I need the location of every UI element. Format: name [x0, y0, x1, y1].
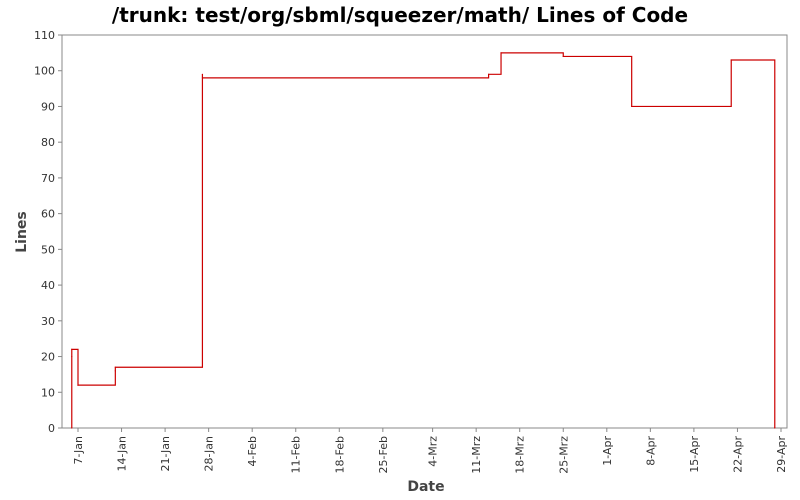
series-layer: [71, 52, 776, 429]
data-point: [201, 77, 204, 79]
data-point: [71, 355, 73, 358]
y-tick-label: 50: [41, 243, 55, 256]
x-tick-label: 18-Mrz: [514, 436, 527, 474]
data-point: [114, 366, 116, 368]
data-point: [114, 370, 116, 372]
x-tick-label: 8-Apr: [644, 436, 657, 466]
y-tick-label: 80: [41, 136, 55, 149]
x-tick-label: 15-Apr: [688, 436, 701, 473]
x-axis: 7-Jan 14-Jan 21-Jan 28-Jan 4-Feb 11-Feb 18-Feb…: [72, 428, 788, 474]
y-tick-label: 0: [48, 422, 55, 435]
x-tick-label: 1-Apr: [601, 436, 614, 466]
x-tick-label: 7-Jan: [72, 436, 85, 465]
x-tick-label: 25-Mrz: [557, 436, 570, 474]
series-line: [71, 52, 776, 428]
data-point: [500, 52, 502, 54]
y-axis: 0 10 20 30 40 50 60 70 80 90 100 110: [34, 29, 62, 435]
y-axis-label: Lines: [14, 211, 30, 253]
data-point: [774, 427, 776, 429]
y-tick-label: 70: [41, 172, 55, 185]
x-axis-label: Date: [407, 479, 444, 495]
data-point: [77, 384, 79, 386]
y-tick-label: 100: [34, 65, 55, 78]
x-tick-label: 11-Feb: [290, 436, 303, 473]
x-tick-label: 4-Feb: [246, 436, 259, 466]
data-point: [631, 105, 633, 108]
plot-area: [61, 34, 788, 429]
x-tick-label: 25-Feb: [377, 436, 390, 473]
chart-title: /trunk: test/org/sbml/squeezer/math/ Lin…: [112, 3, 688, 27]
y-tick-label: 40: [41, 279, 55, 292]
x-tick-label: 28-Jan: [203, 436, 216, 472]
data-point: [562, 55, 564, 58]
y-tick-label: 20: [41, 351, 55, 364]
data-point: [730, 59, 732, 61]
x-tick-label: 14-Jan: [116, 436, 129, 472]
x-tick-label: 29-Apr: [775, 436, 788, 473]
data-point: [201, 73, 204, 75]
x-tick-label: 22-Apr: [731, 436, 744, 473]
data-point: [488, 73, 490, 75]
x-tick-label: 21-Jan: [159, 436, 172, 472]
data-point: [71, 348, 73, 350]
x-tick-label: 11-Mrz: [470, 436, 483, 474]
y-tick-label: 90: [41, 100, 55, 113]
x-tick-label: 18-Feb: [333, 436, 346, 473]
y-tick-label: 30: [41, 315, 55, 328]
y-tick-label: 10: [41, 386, 55, 399]
x-tick-label: 4-Mrz: [427, 436, 440, 467]
data-point: [71, 427, 73, 429]
y-tick-label: 110: [34, 29, 55, 42]
y-tick-label: 60: [41, 208, 55, 221]
